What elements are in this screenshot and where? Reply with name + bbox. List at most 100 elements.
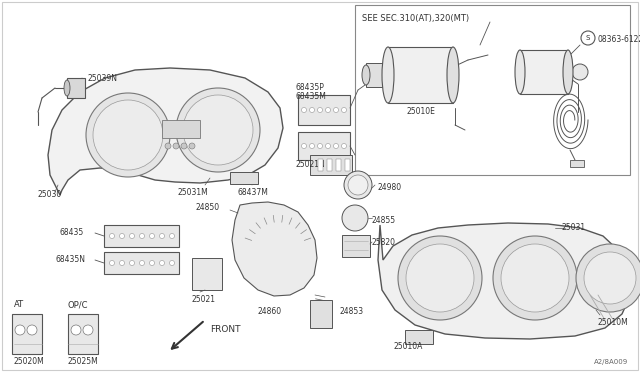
Circle shape: [501, 244, 569, 312]
Ellipse shape: [447, 47, 459, 103]
Bar: [298, 95, 350, 125]
Circle shape: [173, 143, 179, 149]
Text: 08363-6122B: 08363-6122B: [597, 35, 640, 44]
Bar: [104, 225, 179, 247]
Text: 68437M: 68437M: [238, 188, 269, 197]
Circle shape: [150, 260, 154, 266]
Circle shape: [310, 108, 314, 112]
Bar: [192, 258, 222, 290]
Text: FRONT: FRONT: [210, 326, 241, 334]
Ellipse shape: [515, 50, 525, 94]
Circle shape: [301, 108, 307, 112]
Ellipse shape: [64, 80, 70, 96]
Circle shape: [326, 144, 330, 148]
Text: 25030: 25030: [38, 190, 62, 199]
Circle shape: [576, 244, 640, 312]
PathPatch shape: [232, 202, 317, 296]
Text: AT: AT: [14, 300, 24, 309]
Text: 24855: 24855: [372, 216, 396, 225]
Circle shape: [129, 260, 134, 266]
Bar: [366, 63, 390, 87]
Text: 24860: 24860: [258, 307, 282, 316]
Circle shape: [71, 325, 81, 335]
Circle shape: [183, 95, 253, 165]
Text: SEE SEC.310(AT),320(MT): SEE SEC.310(AT),320(MT): [362, 14, 469, 23]
Circle shape: [333, 108, 339, 112]
Circle shape: [83, 325, 93, 335]
Circle shape: [584, 252, 636, 304]
Circle shape: [86, 93, 170, 177]
Bar: [342, 235, 370, 257]
Text: A2/8A009: A2/8A009: [594, 359, 628, 365]
Text: 25031M: 25031M: [178, 188, 209, 197]
Text: 25010E: 25010E: [406, 107, 435, 116]
Bar: [230, 172, 258, 184]
Circle shape: [129, 234, 134, 238]
Ellipse shape: [362, 65, 370, 85]
Bar: [104, 252, 179, 274]
Circle shape: [140, 234, 145, 238]
Circle shape: [170, 260, 175, 266]
Circle shape: [342, 205, 368, 231]
Circle shape: [165, 143, 171, 149]
Bar: [405, 330, 433, 344]
Circle shape: [159, 260, 164, 266]
Bar: [520, 50, 568, 94]
Text: 24850: 24850: [196, 203, 220, 212]
Circle shape: [344, 171, 372, 199]
Circle shape: [140, 260, 145, 266]
Circle shape: [301, 144, 307, 148]
Ellipse shape: [382, 47, 394, 103]
Bar: [310, 300, 332, 328]
Circle shape: [189, 143, 195, 149]
Circle shape: [159, 234, 164, 238]
Circle shape: [120, 260, 125, 266]
Text: 25021: 25021: [192, 295, 216, 304]
Circle shape: [326, 108, 330, 112]
Bar: [388, 47, 453, 103]
Bar: [298, 132, 350, 160]
Circle shape: [406, 244, 474, 312]
Text: 25010M: 25010M: [598, 318, 628, 327]
Text: 25031: 25031: [562, 223, 586, 232]
Circle shape: [120, 234, 125, 238]
Circle shape: [109, 260, 115, 266]
Circle shape: [398, 236, 482, 320]
Ellipse shape: [563, 50, 573, 94]
Bar: [336, 159, 341, 171]
Circle shape: [317, 144, 323, 148]
Circle shape: [348, 175, 368, 195]
Text: 25021N: 25021N: [295, 160, 324, 169]
Circle shape: [176, 88, 260, 172]
Circle shape: [572, 64, 588, 80]
Bar: [67, 78, 85, 98]
Bar: [68, 314, 98, 354]
Text: 25010A: 25010A: [394, 342, 422, 351]
Text: OP/C: OP/C: [68, 300, 88, 309]
Circle shape: [93, 100, 163, 170]
Circle shape: [150, 234, 154, 238]
Bar: [355, 5, 630, 175]
Bar: [12, 314, 42, 354]
Circle shape: [170, 234, 175, 238]
Bar: [318, 159, 323, 171]
Text: S: S: [586, 35, 590, 41]
Text: 68435N: 68435N: [55, 255, 85, 264]
Circle shape: [27, 325, 37, 335]
Circle shape: [181, 143, 187, 149]
Text: 25020M: 25020M: [14, 357, 45, 366]
Circle shape: [333, 144, 339, 148]
Text: 25025M: 25025M: [68, 357, 99, 366]
Circle shape: [15, 325, 25, 335]
Text: 24980: 24980: [378, 183, 402, 192]
Circle shape: [317, 108, 323, 112]
Circle shape: [493, 236, 577, 320]
PathPatch shape: [378, 223, 630, 339]
Text: 68435M: 68435M: [295, 92, 326, 101]
Bar: [570, 160, 584, 167]
Text: 24853: 24853: [340, 307, 364, 316]
Text: 68435P: 68435P: [295, 83, 324, 92]
PathPatch shape: [48, 68, 283, 195]
Circle shape: [310, 144, 314, 148]
Text: 68435: 68435: [60, 228, 84, 237]
